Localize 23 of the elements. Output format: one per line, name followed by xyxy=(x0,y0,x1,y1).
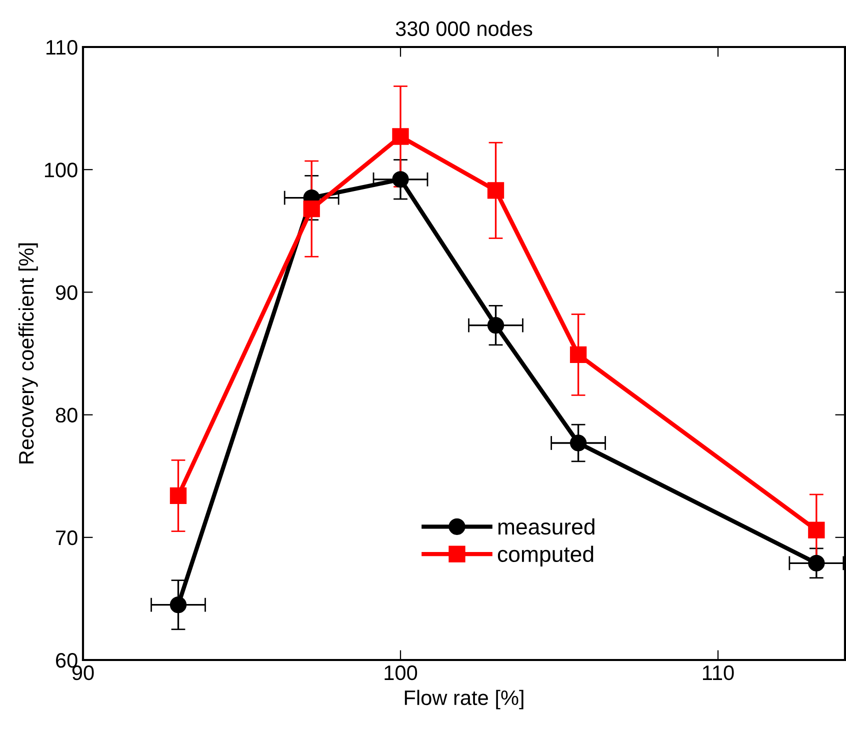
y-tick-label: 100 xyxy=(44,162,78,178)
point xyxy=(303,200,320,218)
point xyxy=(808,554,825,572)
point xyxy=(808,522,825,538)
point xyxy=(570,434,587,452)
y-tick-label: 90 xyxy=(56,285,78,300)
point xyxy=(487,182,504,199)
x-axis-title: Flow rate [%] xyxy=(404,690,524,710)
point xyxy=(570,346,587,364)
point xyxy=(170,487,187,504)
chart-title: 330 000 nodes xyxy=(396,20,532,36)
y-axis-title: Recovery coefficient [%] xyxy=(18,243,38,464)
point xyxy=(392,128,409,145)
y-tick-label: 70 xyxy=(56,530,78,546)
y-tick-label: 110 xyxy=(46,40,78,55)
legend-label: computed xyxy=(498,546,594,566)
point xyxy=(170,596,187,614)
point xyxy=(487,316,504,334)
point xyxy=(392,171,409,188)
legend-label: measured xyxy=(498,518,594,535)
y-tick-label: 80 xyxy=(56,408,78,423)
x-tick-label: 110 xyxy=(702,665,734,680)
x-tick-label: 100 xyxy=(384,665,418,680)
